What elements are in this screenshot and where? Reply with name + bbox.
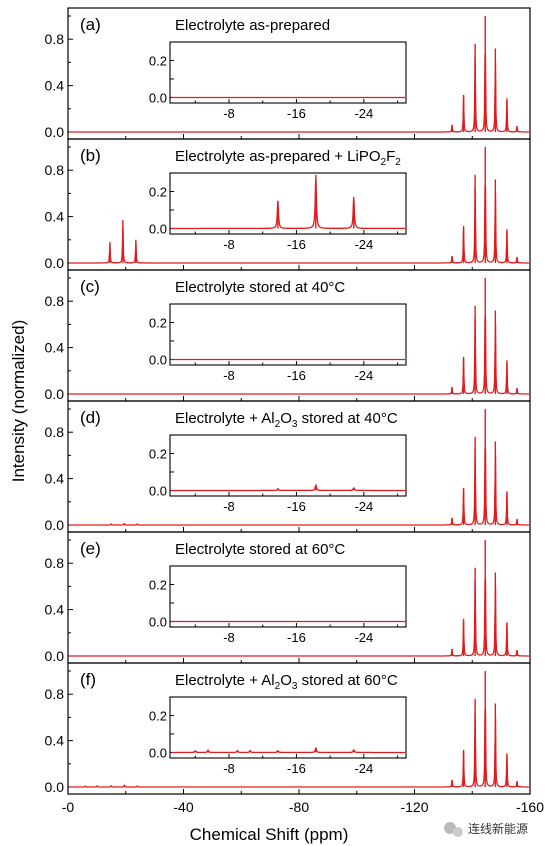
- inset-frame: [169, 172, 407, 235]
- panel-label: (c): [80, 277, 100, 296]
- inset-x-tick-label: -8: [223, 106, 235, 121]
- y-tick-label: 0.0: [45, 779, 65, 795]
- inset-x-tick-label: -8: [223, 368, 235, 383]
- inset-y-tick-label: 0.0: [149, 745, 167, 760]
- inset-x-tick-label: -16: [287, 761, 306, 776]
- x-tick-label: -160: [516, 799, 544, 815]
- inset-y-tick-label: 0.2: [149, 53, 167, 68]
- inset-x-tick-label: -8: [223, 630, 235, 645]
- panel-title: Electrolyte + Al2O3 stored at 60°C: [175, 672, 398, 692]
- y-tick-label: 0.0: [45, 386, 65, 402]
- inset: 0.0 0.2 -8 -16 -24: [149, 172, 407, 252]
- y-tick-label: 0.4: [45, 733, 65, 749]
- panel-label: (a): [80, 15, 101, 34]
- inset-frame: [169, 696, 407, 759]
- y-tick-label: 0.8: [45, 555, 65, 571]
- inset-x-tick-label: -8: [223, 761, 235, 776]
- x-tick-label: -0: [62, 799, 75, 815]
- watermark-text: 连线新能源: [468, 821, 528, 836]
- y-tick-label: 0.0: [45, 648, 65, 664]
- wechat-icon-bubble: [453, 827, 463, 837]
- inset: 0.0 0.2 -8 -16 -24: [149, 434, 407, 514]
- inset-x-tick-label: -16: [287, 368, 306, 383]
- panel-label: (e): [80, 539, 101, 558]
- panel-b: 0.0 0.4 0.8 (b) Electrolyte as-prepared + Li…: [45, 138, 531, 271]
- panel-a: 0.00.40.8(a) Electrolyte as-prepared0.00.…: [45, 7, 531, 140]
- y-tick-label: 0.8: [45, 293, 65, 309]
- x-axis-title: Chemical Shift (ppm): [190, 825, 349, 844]
- inset-x-tick-label: -24: [354, 106, 373, 121]
- panel-d: 0.0 0.4 0.8 (d) Electrolyte + Al2O3 stored a…: [45, 400, 531, 533]
- y-tick-label: 0.8: [45, 31, 65, 47]
- y-tick-label: 0.0: [45, 124, 65, 140]
- inset-spectrum-line: [171, 746, 405, 754]
- y-tick-label: 0.4: [45, 602, 65, 618]
- inset-y-tick-label: 0.2: [149, 708, 167, 723]
- inset: 0.0 0.2 -8 -16 -24: [149, 41, 407, 121]
- inset-x-tick-label: -16: [287, 499, 306, 514]
- panel-title: Electrolyte + Al2O3 stored at 40°C: [175, 410, 398, 430]
- inset-x-tick-label: -24: [354, 761, 373, 776]
- y-tick-label: 0.8: [45, 686, 65, 702]
- inset-frame: [169, 434, 407, 497]
- x-tick-label: -40: [173, 799, 193, 815]
- inset-y-tick-label: 0.0: [149, 221, 167, 236]
- inset-frame: [169, 565, 407, 628]
- panel-label: (b): [80, 146, 101, 165]
- inset-x-tick-label: -8: [223, 499, 235, 514]
- y-tick-label: 0.0: [45, 255, 65, 271]
- panel-label: (d): [80, 408, 101, 427]
- inset-y-tick-label: 0.2: [149, 315, 167, 330]
- inset-x-tick-label: -16: [287, 237, 306, 252]
- panel-c: 0.0 0.4 0.8 (c) Electrolyte stored at 40°C 0.…: [45, 269, 531, 402]
- inset-x-tick-label: -24: [354, 368, 373, 383]
- y-tick-label: 0.4: [45, 340, 65, 356]
- x-tick-label: -120: [400, 799, 428, 815]
- inset-frame: [169, 303, 407, 366]
- panel-title: Electrolyte as-prepared + LiPO2F2: [175, 148, 401, 168]
- inset-x-tick-label: -24: [354, 630, 373, 645]
- inset-x-tick-label: -24: [354, 499, 373, 514]
- inset-y-tick-label: 0.0: [149, 90, 167, 105]
- y-tick-label: 0.4: [45, 209, 65, 225]
- panel-label: (f): [80, 670, 96, 689]
- y-tick-label: 0.8: [45, 162, 65, 178]
- inset-y-tick-label: 0.2: [149, 446, 167, 461]
- y-tick-label: 0.8: [45, 424, 65, 440]
- inset-y-tick-label: 0.2: [149, 184, 167, 199]
- inset: 0.0 0.2 -8 -16 -24: [149, 303, 407, 383]
- y-axis-title: Intensity (normalized): [9, 320, 28, 483]
- inset-x-tick-label: -24: [354, 237, 373, 252]
- panel-title: Electrolyte as-prepared: [175, 17, 330, 34]
- inset-y-tick-label: 0.0: [149, 483, 167, 498]
- inset: 0.0 0.2 -8 -16 -24: [149, 696, 407, 776]
- inset: 0.0 0.2 -8 -16 -24: [149, 565, 407, 645]
- inset-y-tick-label: 0.0: [149, 352, 167, 367]
- panel-title: Electrolyte stored at 60°C: [175, 541, 345, 558]
- y-tick-label: 0.0: [45, 517, 65, 533]
- y-tick-label: 0.4: [45, 78, 65, 94]
- inset-spectrum-line: [171, 178, 405, 230]
- wechat-icon: [444, 822, 456, 834]
- inset-x-tick-label: -16: [287, 630, 306, 645]
- y-tick-label: 0.4: [45, 471, 65, 487]
- panel-e: 0.0 0.4 0.8 (e) Electrolyte stored at 60°C 0.…: [45, 531, 531, 664]
- inset-spectrum-line: [171, 483, 405, 492]
- inset-frame: [169, 41, 407, 104]
- inset-y-tick-label: 0.0: [149, 614, 167, 629]
- inset-y-tick-label: 0.2: [149, 577, 167, 592]
- watermark: 连线新能源: [444, 821, 528, 837]
- inset-x-tick-label: -16: [287, 106, 306, 121]
- inset-x-tick-label: -8: [223, 237, 235, 252]
- panel-title: Electrolyte stored at 40°C: [175, 279, 345, 296]
- panel-f: 0.0 0.4 0.8 (f) Electrolyte + Al2O3 stored a…: [45, 662, 531, 795]
- x-tick-label: -80: [289, 799, 309, 815]
